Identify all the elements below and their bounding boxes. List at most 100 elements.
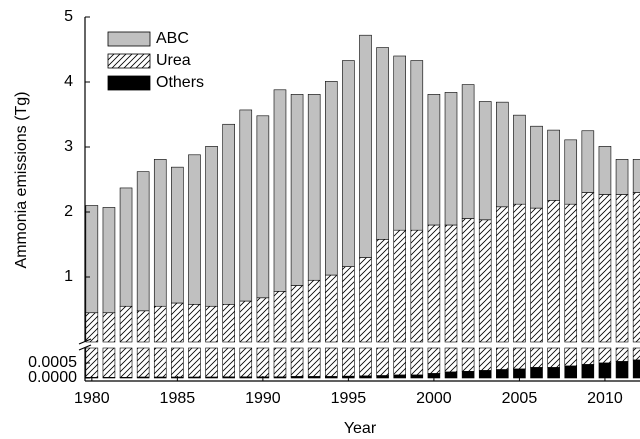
bar-continuation — [496, 347, 509, 370]
bar — [444, 371, 458, 379]
x-tick-label: 1985 — [160, 390, 196, 407]
bar — [444, 92, 458, 226]
bar — [461, 371, 475, 379]
bar — [496, 206, 509, 343]
bar — [461, 84, 475, 219]
bar-continuation — [427, 347, 441, 374]
break-mark — [78, 338, 92, 345]
bar-continuation — [188, 347, 201, 378]
bar — [307, 94, 321, 281]
bar — [239, 109, 253, 302]
bar — [410, 229, 424, 343]
bar — [171, 302, 184, 343]
bar — [205, 305, 218, 343]
bar-continuation — [222, 347, 235, 378]
bar — [376, 47, 389, 240]
bar — [222, 123, 235, 305]
legend-swatch — [107, 31, 151, 47]
bar — [427, 94, 441, 226]
bar — [496, 101, 509, 208]
bar — [205, 146, 218, 307]
x-tick-label: 1980 — [74, 390, 110, 407]
bar — [290, 94, 304, 286]
bar — [444, 224, 458, 343]
bar — [290, 285, 304, 343]
bar — [256, 115, 270, 299]
bar — [410, 374, 424, 379]
bar — [478, 370, 492, 379]
bar — [119, 187, 133, 307]
legend-label: Urea — [156, 52, 191, 69]
bar — [153, 376, 167, 379]
bar-continuation — [564, 347, 578, 367]
bar-continuation — [325, 347, 338, 377]
bar — [376, 239, 389, 343]
x-axis-label: Year — [344, 420, 377, 437]
bar-continuation — [461, 347, 475, 372]
bar-continuation — [581, 347, 595, 365]
bar — [307, 279, 321, 343]
bar — [325, 274, 338, 343]
bar — [513, 114, 526, 205]
bar-continuation — [547, 347, 560, 368]
bar — [136, 171, 150, 312]
bar — [530, 125, 543, 209]
bar — [325, 81, 338, 276]
legend-swatch — [107, 75, 151, 91]
bar — [102, 207, 116, 314]
bar — [85, 312, 99, 343]
bar — [478, 219, 492, 343]
bar — [359, 375, 372, 379]
break-mark — [78, 344, 92, 351]
bar-continuation — [290, 347, 304, 377]
bar — [102, 312, 116, 343]
bar-continuation — [513, 347, 526, 370]
bar — [461, 218, 475, 343]
bar-continuation — [342, 347, 355, 377]
bar — [171, 166, 184, 304]
y-tick-label: 2 — [64, 203, 73, 220]
bar — [581, 364, 595, 379]
bar — [290, 376, 304, 379]
bar — [119, 377, 133, 379]
bar — [581, 192, 595, 343]
bar-continuation — [256, 347, 270, 378]
bar-continuation — [393, 347, 406, 376]
bar — [615, 361, 629, 379]
bar-continuation — [136, 347, 150, 378]
bar — [205, 376, 218, 379]
x-tick-label: 1990 — [245, 390, 281, 407]
bar — [256, 297, 270, 343]
bar — [496, 369, 509, 379]
bar — [547, 367, 560, 379]
bar — [359, 257, 372, 343]
bar — [342, 266, 355, 343]
bar — [598, 362, 612, 379]
bar — [513, 203, 526, 343]
bar-continuation — [239, 347, 253, 378]
bar — [273, 376, 287, 379]
bar — [102, 377, 116, 379]
bar — [153, 159, 167, 307]
bar — [393, 374, 406, 379]
bar-continuation — [205, 347, 218, 378]
bar — [632, 359, 640, 379]
bar — [222, 303, 235, 343]
bar — [222, 376, 235, 379]
bar — [530, 367, 543, 379]
y2-tick-label: 0.0000 — [28, 369, 77, 386]
bar — [427, 224, 441, 343]
y-tick-label: 3 — [64, 138, 73, 155]
bar — [188, 376, 201, 379]
legend-label: ABC — [156, 30, 189, 47]
bar — [564, 139, 578, 205]
bar — [478, 101, 492, 221]
bar — [239, 376, 253, 379]
bar-continuation — [273, 347, 287, 378]
bar — [342, 60, 355, 267]
y-tick-label: 1 — [64, 268, 73, 285]
x-tick-label: 1995 — [331, 390, 367, 407]
bar-continuation — [598, 347, 612, 364]
bar — [359, 34, 372, 258]
bar — [239, 300, 253, 343]
